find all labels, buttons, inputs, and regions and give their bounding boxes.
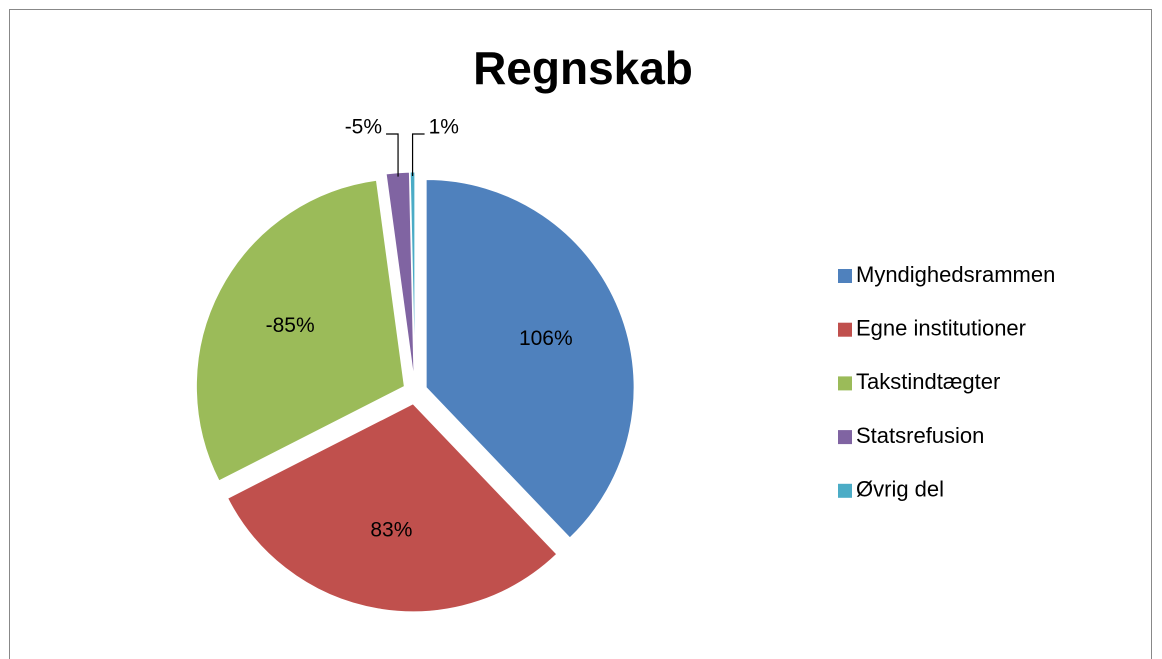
legend-label: Øvrig del: [856, 477, 944, 502]
pie-slice: [226, 403, 558, 613]
data-label: 83%: [370, 519, 412, 542]
chart-title: Regnskab: [473, 42, 693, 94]
legend-swatch: [838, 430, 852, 445]
data-label: 1%: [429, 116, 459, 139]
legend-swatch: [838, 483, 852, 498]
legend-swatch: [838, 322, 852, 337]
legend-label: Takstindtægter: [856, 369, 1000, 394]
legend-swatch: [838, 269, 852, 283]
legend-swatch: [838, 376, 852, 391]
leader-line: [411, 133, 425, 177]
leader-line: [386, 133, 399, 177]
legend-label: Statsrefusion: [856, 423, 984, 448]
data-label: 106%: [519, 327, 573, 350]
pie-slice: [195, 179, 405, 482]
legend-label: Myndighedsrammen: [856, 262, 1055, 287]
data-label: -5%: [345, 116, 382, 139]
pie-slice: [425, 179, 635, 539]
legend-label: Egne institutioner: [856, 316, 1026, 341]
data-label: -85%: [266, 314, 315, 337]
